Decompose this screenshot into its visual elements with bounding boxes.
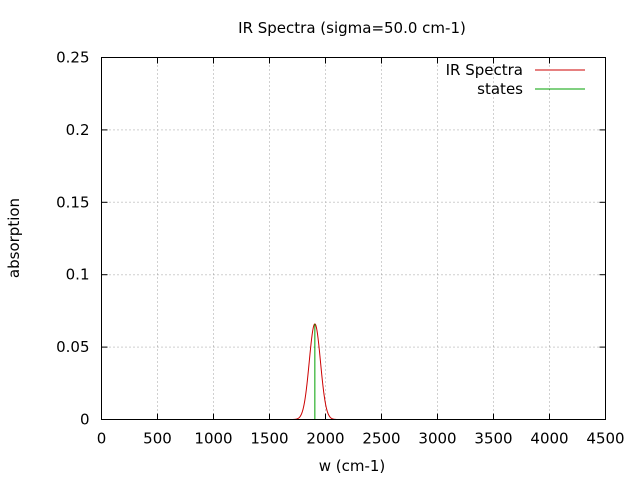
y-axis-label: absorption — [5, 198, 23, 278]
axis-ticks — [101, 57, 606, 420]
x-tick-label: 1500 — [250, 430, 288, 448]
x-tick-label: 2500 — [362, 430, 400, 448]
legend: IR Spectra states — [446, 61, 585, 98]
x-tick-label: 0 — [97, 430, 107, 448]
x-axis-label: w (cm-1) — [319, 457, 386, 475]
legend-label-states: states — [477, 80, 523, 98]
x-tick-label: 4500 — [586, 430, 624, 448]
x-tick-label: 4000 — [530, 430, 568, 448]
y-tick-label: 0 — [80, 411, 90, 429]
x-tick-label: 3000 — [418, 430, 456, 448]
x-tick-label: 2000 — [306, 430, 344, 448]
y-tick-label: 0.2 — [66, 121, 90, 139]
x-tick-label: 1000 — [194, 430, 232, 448]
y-tick-label: 0.15 — [56, 193, 89, 211]
chart-title: IR Spectra (sigma=50.0 cm-1) — [238, 19, 466, 37]
y-tick-label: 0.1 — [66, 266, 90, 284]
ir-spectra-line — [101, 323, 606, 420]
y-tick-label: 0.25 — [56, 49, 89, 67]
x-tick-label: 3500 — [474, 430, 512, 448]
plot-data — [101, 323, 606, 420]
legend-label-ir-spectra: IR Spectra — [446, 61, 523, 79]
grid-lines — [101, 57, 606, 420]
x-tick-label: 500 — [143, 430, 172, 448]
plot-frame — [101, 57, 606, 420]
y-tick-label: 0.05 — [56, 338, 89, 356]
